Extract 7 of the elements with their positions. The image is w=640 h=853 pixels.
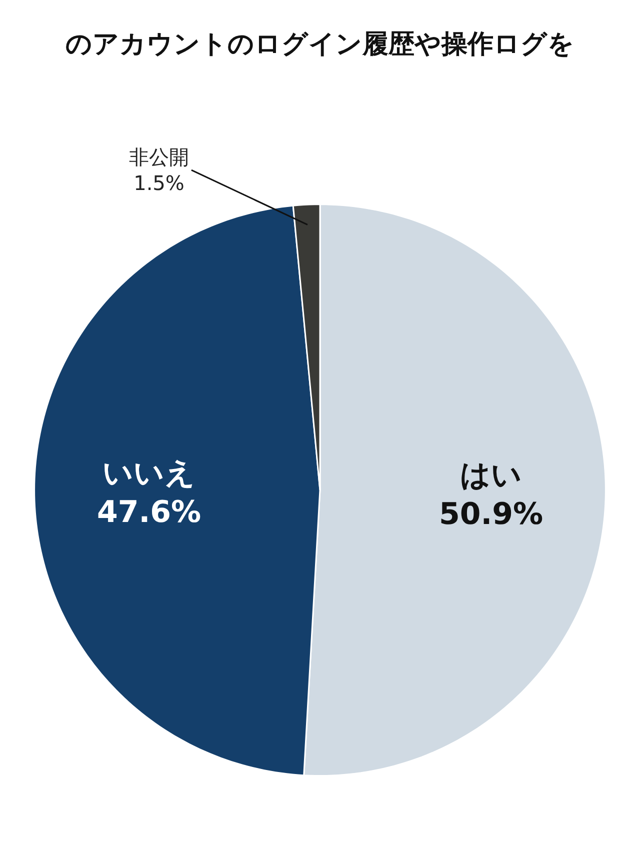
chart-title: のアカウントのログイン履歴や操作ログを	[66, 29, 574, 60]
slice-label: はい	[460, 458, 522, 493]
data-label: 50.9%	[439, 497, 544, 532]
slice-label: 非公開	[129, 145, 189, 169]
data-label: 47.6%	[97, 495, 202, 530]
data-label: 1.5%	[134, 171, 184, 195]
slice-label: いいえ	[102, 456, 196, 491]
